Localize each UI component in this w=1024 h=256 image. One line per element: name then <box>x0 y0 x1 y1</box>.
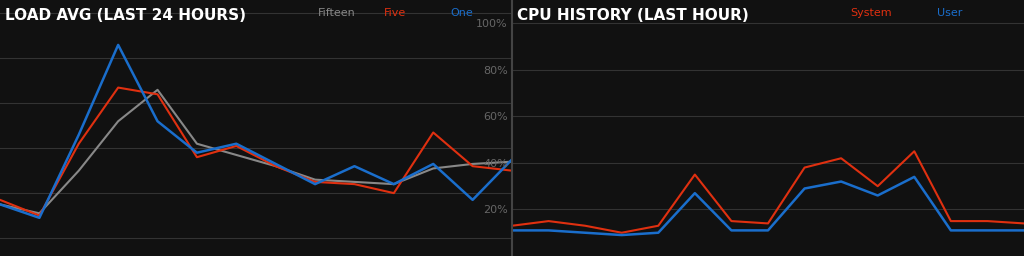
Text: System: System <box>850 8 892 18</box>
Text: LOAD AVG (LAST 24 HOURS): LOAD AVG (LAST 24 HOURS) <box>5 8 246 23</box>
Text: CPU HISTORY (LAST HOUR): CPU HISTORY (LAST HOUR) <box>517 8 749 23</box>
Text: User: User <box>937 8 963 18</box>
Text: Fifteen: Fifteen <box>317 8 355 18</box>
Text: Five: Five <box>384 8 407 18</box>
Text: One: One <box>451 8 473 18</box>
